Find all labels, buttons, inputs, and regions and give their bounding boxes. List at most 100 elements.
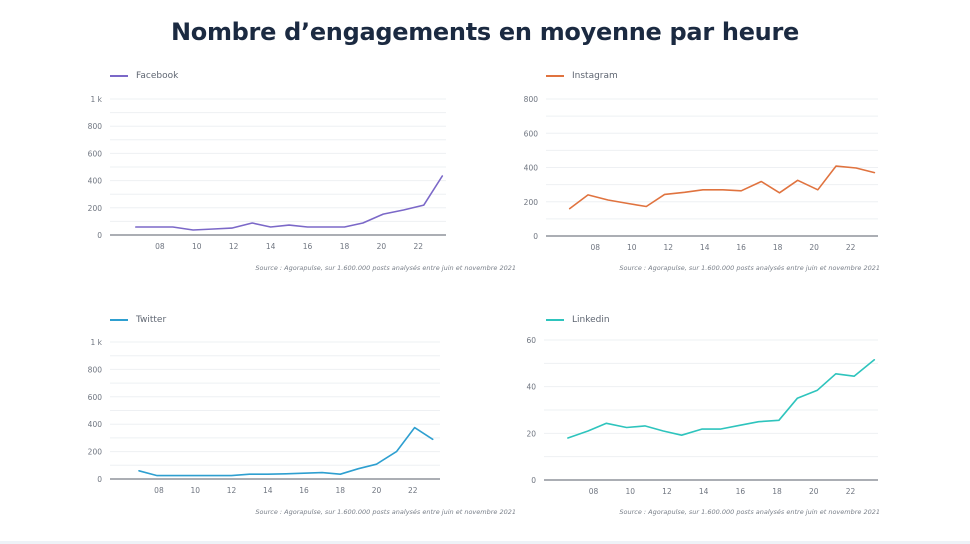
x-tick-label: 14 <box>266 242 276 251</box>
x-tick-label: 20 <box>372 486 382 495</box>
y-tick-label: 0 <box>531 476 536 485</box>
x-tick-label: 10 <box>625 487 635 496</box>
data-point <box>853 375 855 377</box>
chart-panel-twitter: Twitter 0 200 400 600 800 1 k 08 10 12 14 16 18 20 22… <box>88 308 518 538</box>
x-tick-label: 08 <box>590 243 600 252</box>
data-point <box>362 222 364 224</box>
y-tick-label: 800 <box>524 95 539 104</box>
data-point <box>414 427 416 429</box>
page-title: Nombre d’engagements en moyenne par heur… <box>171 18 799 46</box>
data-point <box>701 428 703 430</box>
data-point <box>626 427 628 429</box>
data-point <box>796 398 798 400</box>
x-tick-label: 14 <box>700 243 710 252</box>
data-point <box>156 475 158 477</box>
x-tick-label: 16 <box>303 242 313 251</box>
data-point <box>154 226 156 228</box>
data-point <box>396 451 398 453</box>
data-point <box>138 470 140 472</box>
y-tick-label: 400 <box>524 164 539 173</box>
x-tick-label: 20 <box>809 487 819 496</box>
data-point <box>817 189 819 191</box>
x-tick-label: 16 <box>736 243 746 252</box>
y-tick-label: 0 <box>97 475 102 484</box>
data-point <box>684 192 686 194</box>
x-tick-label: 20 <box>809 243 819 252</box>
x-tick-label: 18 <box>772 487 782 496</box>
y-tick-label: 0 <box>97 231 102 240</box>
data-point <box>251 222 253 224</box>
x-tick-label: 14 <box>263 486 273 495</box>
y-tick-label: 200 <box>88 204 103 213</box>
data-point <box>382 213 384 215</box>
data-point <box>644 425 646 427</box>
series-line-instagram <box>568 165 876 210</box>
chart-source: Source : Agorapulse, sur 1.600.000 posts… <box>619 264 880 272</box>
legend-label: Linkedin <box>572 315 610 325</box>
data-point <box>740 190 742 192</box>
x-tick-label: 08 <box>589 487 599 496</box>
y-tick-label: 40 <box>526 383 536 392</box>
x-tick-label: 16 <box>736 487 746 496</box>
data-point <box>681 434 683 436</box>
series-line-facebook <box>134 175 444 231</box>
y-tick-label: 1 k <box>91 95 103 104</box>
x-tick-label: 18 <box>336 486 346 495</box>
data-point <box>760 181 762 183</box>
chart-legend: Facebook <box>110 71 178 81</box>
x-tick-label: 18 <box>340 242 350 251</box>
data-point <box>403 209 405 211</box>
data-point <box>267 473 269 475</box>
x-tick-label: 08 <box>155 242 165 251</box>
x-tick-label: 16 <box>299 486 309 495</box>
data-point <box>176 475 178 477</box>
data-point <box>817 389 819 391</box>
data-point <box>213 228 215 230</box>
legend-swatch <box>110 319 128 321</box>
legend-label: Instagram <box>572 71 618 81</box>
x-tick-label: 22 <box>408 486 418 495</box>
data-point <box>607 199 609 201</box>
data-point <box>874 172 876 174</box>
series-line-linkedin <box>567 358 876 439</box>
data-point <box>288 224 290 226</box>
data-point <box>325 226 327 228</box>
y-tick-label: 1 k <box>91 338 103 347</box>
data-point <box>835 165 837 167</box>
legend-swatch <box>546 319 564 321</box>
y-tick-label: 600 <box>88 149 103 158</box>
data-point <box>569 208 571 210</box>
y-tick-label: 600 <box>524 129 539 138</box>
y-tick-label: 400 <box>88 420 103 429</box>
data-point <box>646 206 648 208</box>
data-point <box>740 424 742 426</box>
chart-plot: 0 200 400 600 800 1 k 08 10 12 14 16 18 20 22 <box>88 338 440 495</box>
chart-legend: Linkedin <box>546 315 610 325</box>
data-point <box>285 473 287 475</box>
data-point <box>758 421 760 423</box>
y-tick-label: 800 <box>88 365 103 374</box>
y-tick-label: 200 <box>88 448 103 457</box>
x-tick-label: 14 <box>699 487 709 496</box>
data-point <box>270 226 272 228</box>
bottom-strip <box>0 541 970 544</box>
data-point <box>627 203 629 205</box>
y-tick-label: 60 <box>526 336 536 345</box>
data-point <box>835 373 837 375</box>
x-tick-label: 12 <box>227 486 237 495</box>
data-point <box>339 473 341 475</box>
x-tick-label: 10 <box>190 486 200 495</box>
chart-plot: 0 20 40 60 08 10 12 14 16 18 20 22 <box>526 336 878 496</box>
data-point <box>797 180 799 182</box>
x-tick-label: 12 <box>663 243 673 252</box>
data-point <box>778 419 780 421</box>
chart-source: Source : Agorapulse, sur 1.600.000 posts… <box>255 508 516 516</box>
x-tick-label: 22 <box>846 243 856 252</box>
x-tick-label: 10 <box>627 243 637 252</box>
data-point <box>358 468 360 470</box>
y-tick-label: 0 <box>533 232 538 241</box>
y-tick-label: 400 <box>88 177 103 186</box>
data-point <box>135 226 137 228</box>
chart-panel-linkedin: Linkedin 0 20 40 60 08 10 12 14 16 18 20 22 Source … <box>522 308 952 538</box>
chart-plot: 0 200 400 600 800 1 k 08 10 12 14 16 18 20 22 <box>88 95 446 251</box>
